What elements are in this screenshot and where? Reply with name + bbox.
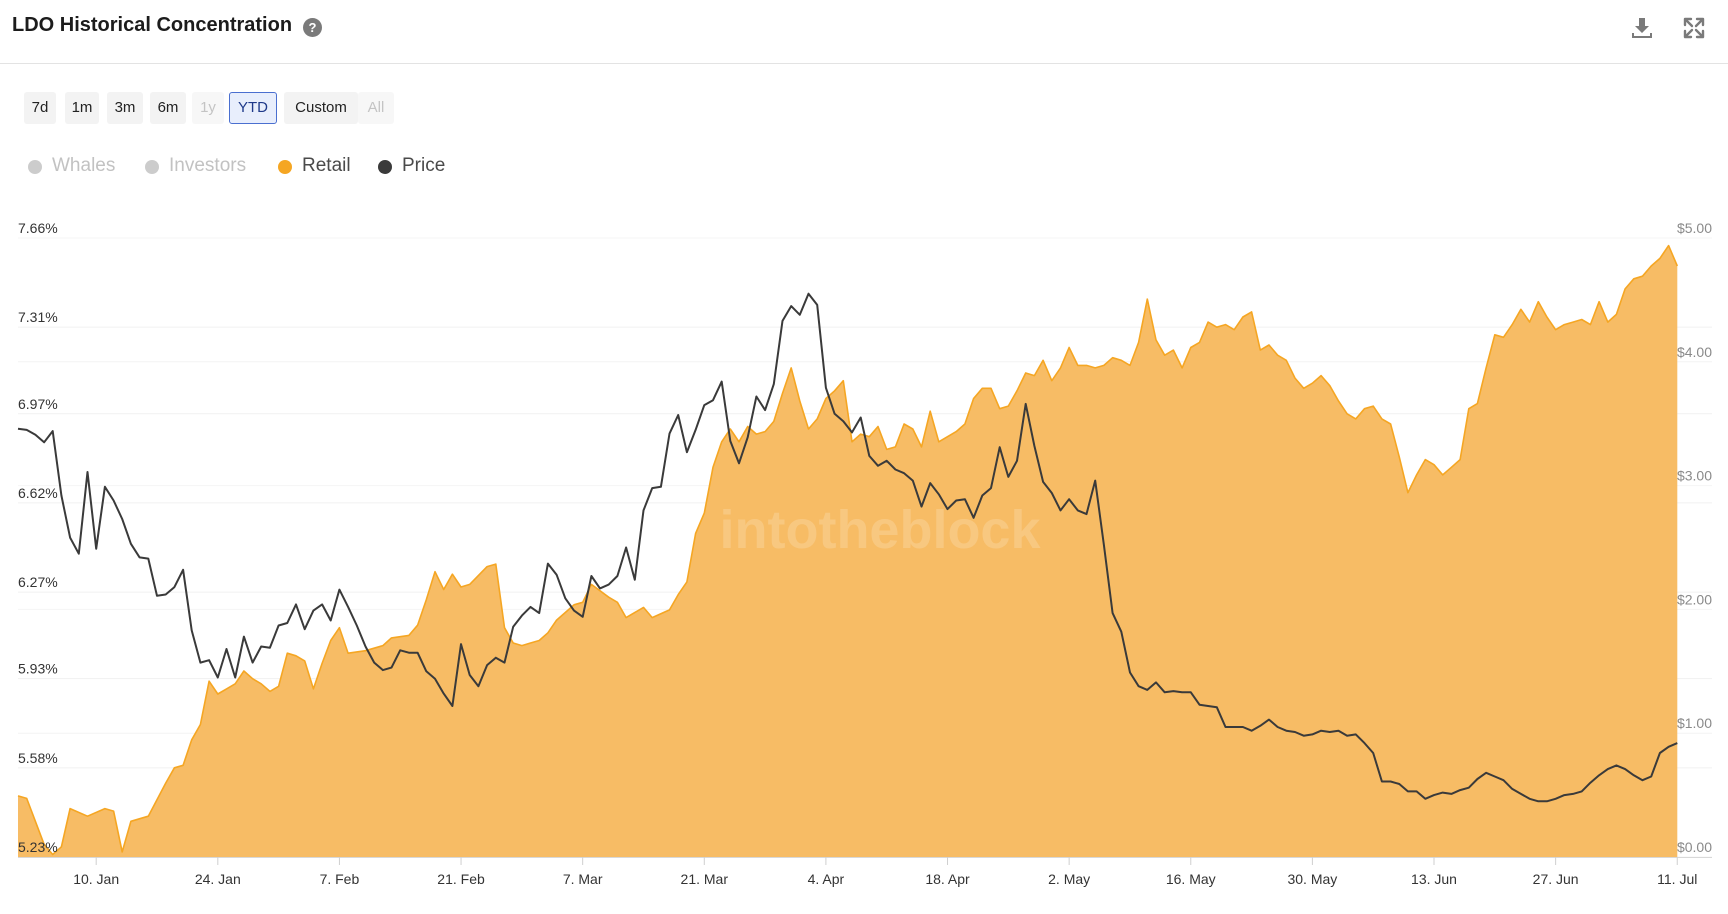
range-1m-button[interactable]: 1m xyxy=(65,92,99,124)
range-1y-button[interactable]: 1y xyxy=(192,92,224,124)
x-tick-label: 24. Jan xyxy=(195,871,241,887)
expand-icon[interactable] xyxy=(1680,14,1708,42)
y-left-tick-label: 6.62% xyxy=(18,485,58,501)
page-title: LDO Historical Concentration xyxy=(12,14,293,36)
x-tick-label: 13. Jun xyxy=(1411,871,1457,887)
y-left-tick-label: 5.58% xyxy=(18,750,58,766)
y-right-tick-label: $1.00 xyxy=(1677,715,1712,731)
x-tick-label: 7. Feb xyxy=(320,871,360,887)
range-ytd-button[interactable]: YTD xyxy=(229,92,277,124)
range-7d-button[interactable]: 7d xyxy=(24,92,56,124)
range-6m-button[interactable]: 6m xyxy=(150,92,186,124)
legend-label: Investors xyxy=(169,155,247,176)
y-right-tick-label: $0.00 xyxy=(1677,839,1712,855)
x-tick-label: 27. Jun xyxy=(1533,871,1579,887)
x-tick-label: 16. May xyxy=(1166,871,1216,887)
download-icon[interactable] xyxy=(1628,14,1656,42)
y-right-tick-label: $2.00 xyxy=(1677,591,1712,607)
retail-line xyxy=(17,244,1679,856)
y-left-tick-label: 7.31% xyxy=(18,309,58,325)
y-right-tick-label: $3.00 xyxy=(1677,468,1712,484)
question-circle-icon[interactable]: ? xyxy=(303,18,322,37)
watermark-text: intotheblock xyxy=(720,500,1042,560)
x-tick-label: 10. Jan xyxy=(73,871,119,887)
range-all-button[interactable]: All xyxy=(358,92,394,124)
chart-header: LDO Historical Concentration ? xyxy=(0,0,1728,64)
x-tick-label: 21. Mar xyxy=(681,871,729,887)
x-tick-label: 7. Mar xyxy=(563,871,603,887)
y-left-tick-label: 5.23% xyxy=(18,839,58,855)
y-left-tick-label: 6.27% xyxy=(18,574,58,590)
x-tick-label: 21. Feb xyxy=(437,871,485,887)
legend-label: Whales xyxy=(52,155,116,176)
x-tick-label: 2. May xyxy=(1048,871,1090,887)
y-left-tick-label: 7.66% xyxy=(18,220,58,236)
y-left-tick-label: 6.97% xyxy=(18,396,58,412)
y-right-tick-label: $4.00 xyxy=(1677,344,1712,360)
legend-dot-price xyxy=(378,160,392,174)
legend-dot-whales xyxy=(28,160,42,174)
price-line xyxy=(17,292,1678,803)
y-right-tick-label: $5.00 xyxy=(1677,220,1712,236)
retail-area xyxy=(18,245,1678,858)
legend-dot-retail xyxy=(278,160,292,174)
x-tick-label: 30. May xyxy=(1287,871,1337,887)
range-3m-button[interactable]: 3m xyxy=(107,92,143,124)
x-tick-label: 18. Apr xyxy=(925,871,970,887)
x-tick-label: 11. Jul xyxy=(1657,871,1697,887)
legend-dot-investors xyxy=(145,160,159,174)
y-left-tick-label: 5.93% xyxy=(18,661,58,677)
legend-label: Price xyxy=(402,155,446,176)
x-tick-label: 4. Apr xyxy=(808,871,845,887)
legend-label: Retail xyxy=(302,155,351,176)
range-custom-button[interactable]: Custom xyxy=(284,92,358,124)
